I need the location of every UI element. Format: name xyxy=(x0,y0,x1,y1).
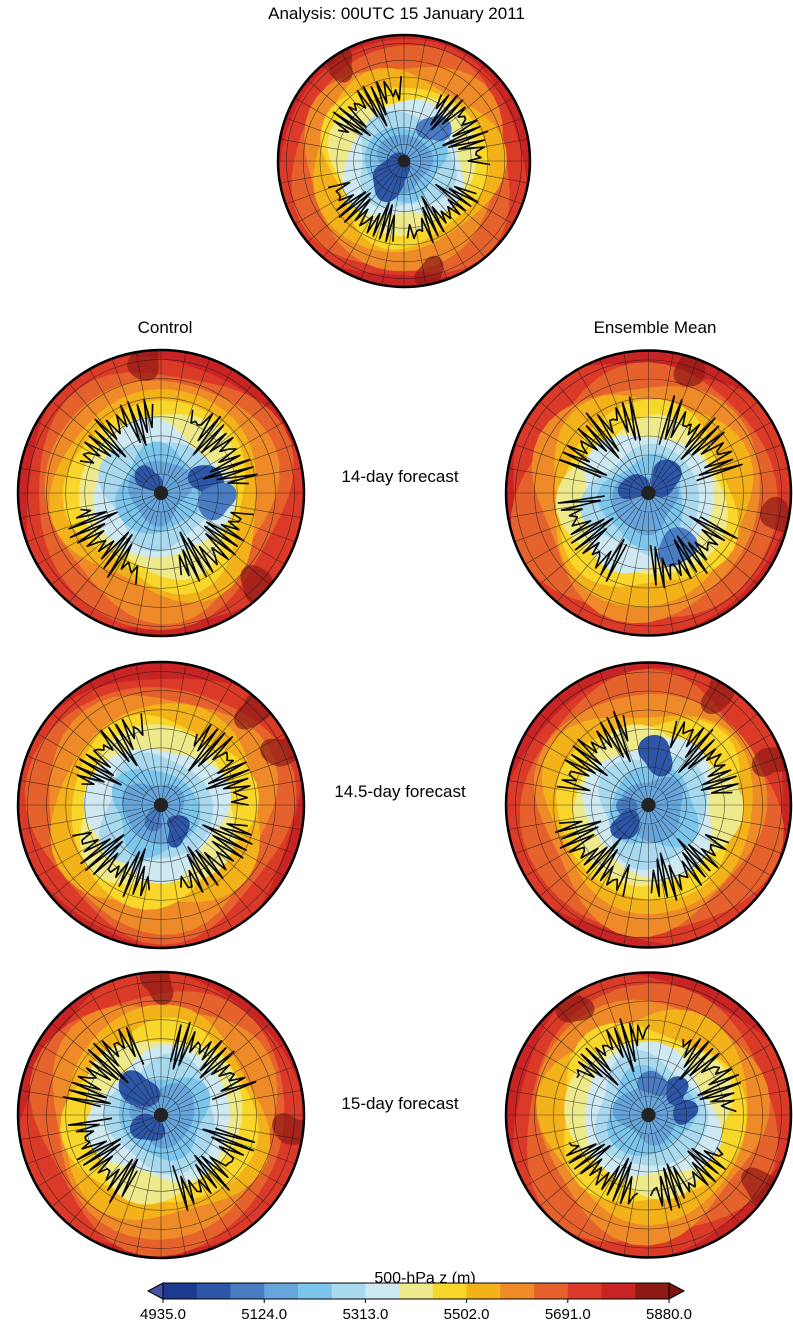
graticule xyxy=(18,350,304,636)
graticule xyxy=(506,972,791,1258)
coastlines xyxy=(62,1021,257,1211)
pole xyxy=(641,1107,656,1123)
map-border xyxy=(16,348,306,638)
colorbar-swatch xyxy=(601,1283,636,1299)
graticule xyxy=(18,972,304,1258)
pole xyxy=(641,797,656,813)
forecast-label-14-day: 14-day forecast xyxy=(341,467,459,486)
colorbar-tick-label: 5124.0 xyxy=(241,1306,287,1323)
colorbar-tick-label: 5880.0 xyxy=(646,1306,692,1323)
ensemble-mean-15-day-map xyxy=(504,971,793,1259)
colorbar-swatch xyxy=(196,1283,231,1299)
pole xyxy=(153,1107,169,1123)
pole xyxy=(397,154,411,168)
colorbar-swatch xyxy=(264,1283,299,1299)
forecast-label-15-day: 15-day forecast xyxy=(341,1094,459,1113)
colorbar-swatch xyxy=(230,1283,265,1299)
map-border xyxy=(504,661,793,949)
ensemble-mean-14-day-map xyxy=(504,349,793,637)
low-centre xyxy=(118,1070,161,1107)
control-14-day-map xyxy=(16,348,306,638)
colorbar-swatch xyxy=(500,1283,535,1299)
colorbar-swatch xyxy=(466,1283,501,1299)
forecast-label-14-5-day: 14.5-day forecast xyxy=(334,782,466,801)
colorbar-swatch xyxy=(534,1283,569,1299)
colorbar-over-arrow xyxy=(668,1282,686,1300)
low-centre xyxy=(650,459,682,498)
graticule xyxy=(506,662,791,948)
coastlines xyxy=(566,1018,741,1211)
low-centre xyxy=(673,1099,699,1125)
graticule xyxy=(278,35,530,287)
pole xyxy=(153,485,169,501)
map-border xyxy=(16,970,306,1260)
pole xyxy=(641,485,656,501)
colorbar-tick-label: 5691.0 xyxy=(545,1306,591,1323)
colorbar-tick-label: 5502.0 xyxy=(444,1306,490,1323)
colorbar-swatch xyxy=(399,1283,434,1299)
ensemble-mean-14-5-day-map xyxy=(504,661,793,949)
colorbar-swatch xyxy=(331,1283,366,1299)
colorbar-swatch xyxy=(365,1283,400,1299)
graticule xyxy=(18,662,304,948)
coastlines xyxy=(68,398,258,585)
colorbar-tick-label: 4935.0 xyxy=(140,1306,186,1323)
map-border xyxy=(16,660,306,950)
column-title-control: Control xyxy=(137,318,193,337)
map-border xyxy=(276,33,532,289)
graticule xyxy=(506,350,791,636)
analysis-map xyxy=(276,33,532,289)
colorbar-swatch xyxy=(432,1283,467,1299)
colorbar-swatch xyxy=(163,1283,198,1299)
column-title-ensemble-mean: Ensemble Mean xyxy=(593,318,717,337)
colorbar-swatch xyxy=(297,1283,333,1299)
colorbar-swatch xyxy=(567,1283,602,1299)
control-15-day-map xyxy=(16,970,306,1260)
colorbar-frame xyxy=(162,1282,670,1300)
coastlines xyxy=(72,713,253,898)
control-14-5-day-map xyxy=(16,660,306,950)
colorbar-tick-label: 5313.0 xyxy=(342,1306,388,1323)
low-centre xyxy=(638,735,673,777)
low-centre xyxy=(610,809,640,840)
high-patch xyxy=(139,972,174,1005)
map-border xyxy=(504,971,793,1259)
analysis-title: Analysis: 00UTC 15 January 2011 xyxy=(268,4,525,23)
pole xyxy=(153,797,169,813)
colorbar-under-arrow xyxy=(146,1282,164,1300)
map-border xyxy=(504,349,793,637)
colorbar-title: 500-hPa z (m) xyxy=(374,1270,475,1287)
colorbar-swatch xyxy=(635,1283,670,1299)
